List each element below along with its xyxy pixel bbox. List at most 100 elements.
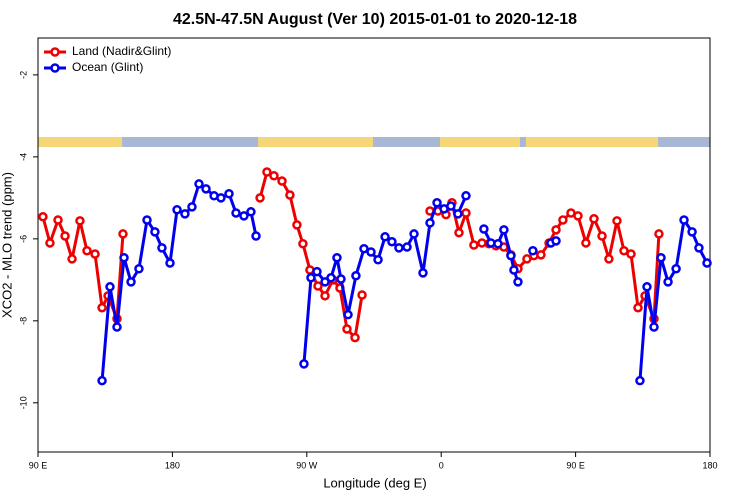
legend-label: Land (Nadir&Glint) <box>72 44 171 58</box>
data-point <box>626 249 636 259</box>
data-point <box>165 258 175 268</box>
data-point <box>425 218 435 228</box>
data-point <box>597 231 607 241</box>
data-point <box>60 231 70 241</box>
data-point <box>142 215 152 225</box>
data-point <box>53 215 63 225</box>
data-point <box>312 266 322 277</box>
data-point <box>642 282 652 292</box>
land-strip <box>526 137 658 147</box>
x-tick-label: 90 W <box>296 460 318 470</box>
data-point <box>38 211 48 222</box>
data-point <box>612 216 622 226</box>
data-point <box>654 229 664 239</box>
data-point <box>528 245 538 256</box>
data-point <box>453 209 463 219</box>
data-point <box>350 332 360 343</box>
data-point <box>262 167 272 177</box>
data-point <box>604 254 614 264</box>
data-point <box>479 224 489 234</box>
data-point <box>216 193 226 203</box>
data-point <box>239 211 249 221</box>
data-point <box>351 270 361 281</box>
land-strip <box>38 137 122 147</box>
data-point <box>663 277 673 287</box>
data-point <box>97 375 107 386</box>
data-point <box>418 268 428 278</box>
data-point <box>558 215 568 225</box>
x-tick-label: 180 <box>165 460 180 470</box>
data-point <box>499 225 509 235</box>
plot-frame <box>37 37 711 453</box>
data-point <box>633 302 643 313</box>
data-point <box>332 252 342 263</box>
data-point <box>336 274 346 284</box>
data-point <box>313 281 323 291</box>
data-point <box>359 243 369 254</box>
x-tick-label: 90 E <box>566 460 585 470</box>
data-point <box>255 193 265 203</box>
data-point <box>446 201 456 211</box>
data-point <box>292 220 302 230</box>
y-tick-label: -10 <box>18 396 28 409</box>
data-point <box>201 184 211 194</box>
data-point <box>461 191 471 201</box>
data-point <box>326 273 336 283</box>
data-point <box>522 254 532 264</box>
data-point <box>509 265 519 275</box>
y-tick-label: -2 <box>18 71 28 79</box>
data-point <box>366 247 376 257</box>
data-point <box>493 239 503 249</box>
data-point <box>687 227 697 237</box>
data-point <box>285 190 295 200</box>
x-tick-label: 0 <box>439 460 444 470</box>
data-point <box>251 231 261 241</box>
data-point <box>342 324 352 334</box>
data-point <box>357 290 367 300</box>
land-strip <box>258 137 373 147</box>
series-line <box>100 181 709 381</box>
legend-marker <box>50 63 60 73</box>
data-point <box>409 229 419 239</box>
data-point <box>45 238 55 248</box>
data-point <box>299 359 309 369</box>
data-point <box>187 202 197 212</box>
data-point <box>277 176 287 186</box>
data-point <box>694 243 704 253</box>
data-point <box>269 170 279 181</box>
data-point <box>118 229 128 239</box>
data-point <box>551 236 561 246</box>
data-point <box>112 322 122 332</box>
data-point <box>224 189 234 199</box>
data-point <box>635 375 645 386</box>
data-point <box>180 209 190 219</box>
data-point <box>172 204 182 215</box>
data-point <box>306 273 316 283</box>
y-axis-label: XCO2 - MLO trend (ppm) <box>0 172 14 318</box>
data-point <box>373 255 383 265</box>
x-tick-label: 90 E <box>29 460 48 470</box>
x-axis-label: Longitude (deg E) <box>323 475 426 490</box>
data-point <box>150 227 160 237</box>
data-point <box>394 243 404 253</box>
data-point <box>656 252 666 263</box>
data-point <box>298 239 308 249</box>
land-mask-strip <box>38 137 710 147</box>
legend-marker <box>50 47 60 57</box>
data-point <box>679 215 689 225</box>
data-point <box>671 264 681 274</box>
data-point <box>105 282 115 292</box>
data-point <box>67 254 77 264</box>
data-point <box>246 207 256 217</box>
data-point <box>157 243 167 253</box>
data-point <box>581 238 591 248</box>
data-point <box>90 249 100 259</box>
data-point <box>649 322 659 332</box>
data-point <box>119 252 129 263</box>
data-point <box>343 309 353 320</box>
data-point <box>320 291 330 301</box>
data-point <box>231 208 241 218</box>
data-point <box>402 242 412 252</box>
data-point <box>589 214 599 224</box>
